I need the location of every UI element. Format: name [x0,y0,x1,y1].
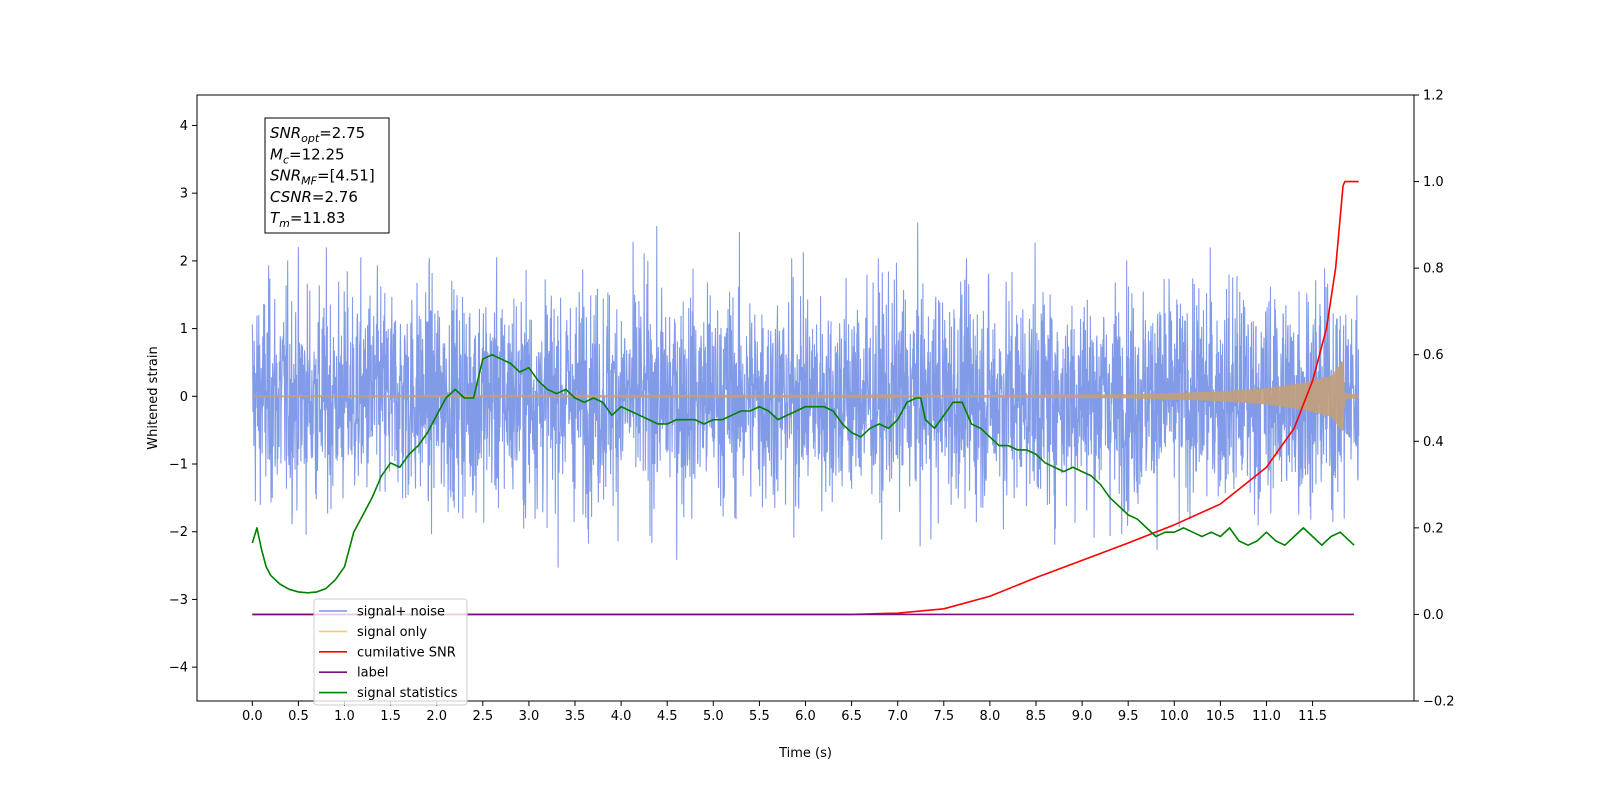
x-tick-label: 5.5 [749,709,770,724]
x-tick-label: 7.0 [887,709,908,724]
legend-entry-label: label [357,666,388,681]
x-tick-label: 11.0 [1252,709,1281,724]
info-box-frame [264,117,390,234]
x-tick-label: 10.0 [1160,709,1189,724]
legend-entry-label: signal only [357,625,427,640]
series-signal-statistics-line [251,353,1355,594]
x-tick-label: 4.0 [611,709,632,724]
y-tick-label-left: 0 [180,390,188,405]
info-entry: SNRopt=2.75 [270,124,365,145]
y-tick-label-right: 1.0 [1423,175,1444,190]
x-tick-label: 2.5 [472,709,493,724]
x-tick-label: 4.5 [657,709,678,724]
x-tick-label: 6.5 [841,709,862,724]
y-tick-label-right: 0.2 [1423,521,1444,536]
y-tick-label-left: 3 [180,187,188,202]
y-tick-label-right: 0.8 [1423,262,1444,277]
x-tick-label: 8.5 [1026,709,1047,724]
y-tick-label-left: −3 [169,593,188,608]
x-tick-label: 2.0 [426,709,447,724]
x-tick-label: 7.5 [933,709,954,724]
info-entry: CSNR=2.76 [270,188,358,206]
legend: signal+ noise signal only cumilative SNR la… [313,598,468,706]
y-tick-label-left: 2 [180,254,188,269]
info-entry: Tm=11.83 [270,209,345,230]
x-tick-label: 0.0 [242,709,263,724]
y-tick-label-right: −0.2 [1423,695,1455,710]
x-tick-label: 6.0 [795,709,816,724]
legend-entry-label: signal+ noise [357,605,445,620]
info-entry: Mc=12.25 [270,145,345,166]
y-tick-label-left: 4 [180,119,188,134]
legend-entry-label: signal statistics [357,686,458,701]
series-signal-only-line [251,361,1360,431]
x-tick-label: 9.5 [1118,709,1139,724]
series-signal-noise-line [251,222,1360,568]
x-tick-label: 8.0 [980,709,1001,724]
y-tick-label-right: 1.2 [1423,89,1444,104]
y-tick-label-left: −1 [169,458,188,473]
x-tick-label: 1.5 [380,709,401,724]
x-tick-label: 10.5 [1206,709,1235,724]
x-tick-label: 0.5 [288,709,309,724]
series-cumilative-snr-line [252,180,1359,616]
info-entry: SNRMF=[4.51] [270,167,375,188]
legend-frame [313,598,468,706]
y-tick-label-left: −2 [169,525,188,540]
y-tick-label-left: −4 [169,661,188,676]
x-tick-label: 11.5 [1298,709,1327,724]
y-tick-label-right: 0.6 [1423,348,1444,363]
y-tick-label-left: 1 [180,322,188,337]
x-tick-label: 9.0 [1072,709,1093,724]
x-axis-label: Time (s) [778,746,832,761]
x-tick-label: 1.0 [334,709,355,724]
y-axis-label-left: Whitened strain [146,346,161,449]
parameter-info-box: SNRopt=2.75Mc=12.25SNRMF=[4.51]CSNR=2.76… [264,117,390,234]
y-tick-label-right: 0.0 [1423,608,1444,623]
x-tick-label: 3.0 [519,709,540,724]
x-tick-label: 3.5 [565,709,586,724]
legend-entry-label: cumilative SNR [357,645,456,660]
x-tick-label: 5.0 [703,709,724,724]
y-tick-label-right: 0.4 [1423,435,1444,450]
